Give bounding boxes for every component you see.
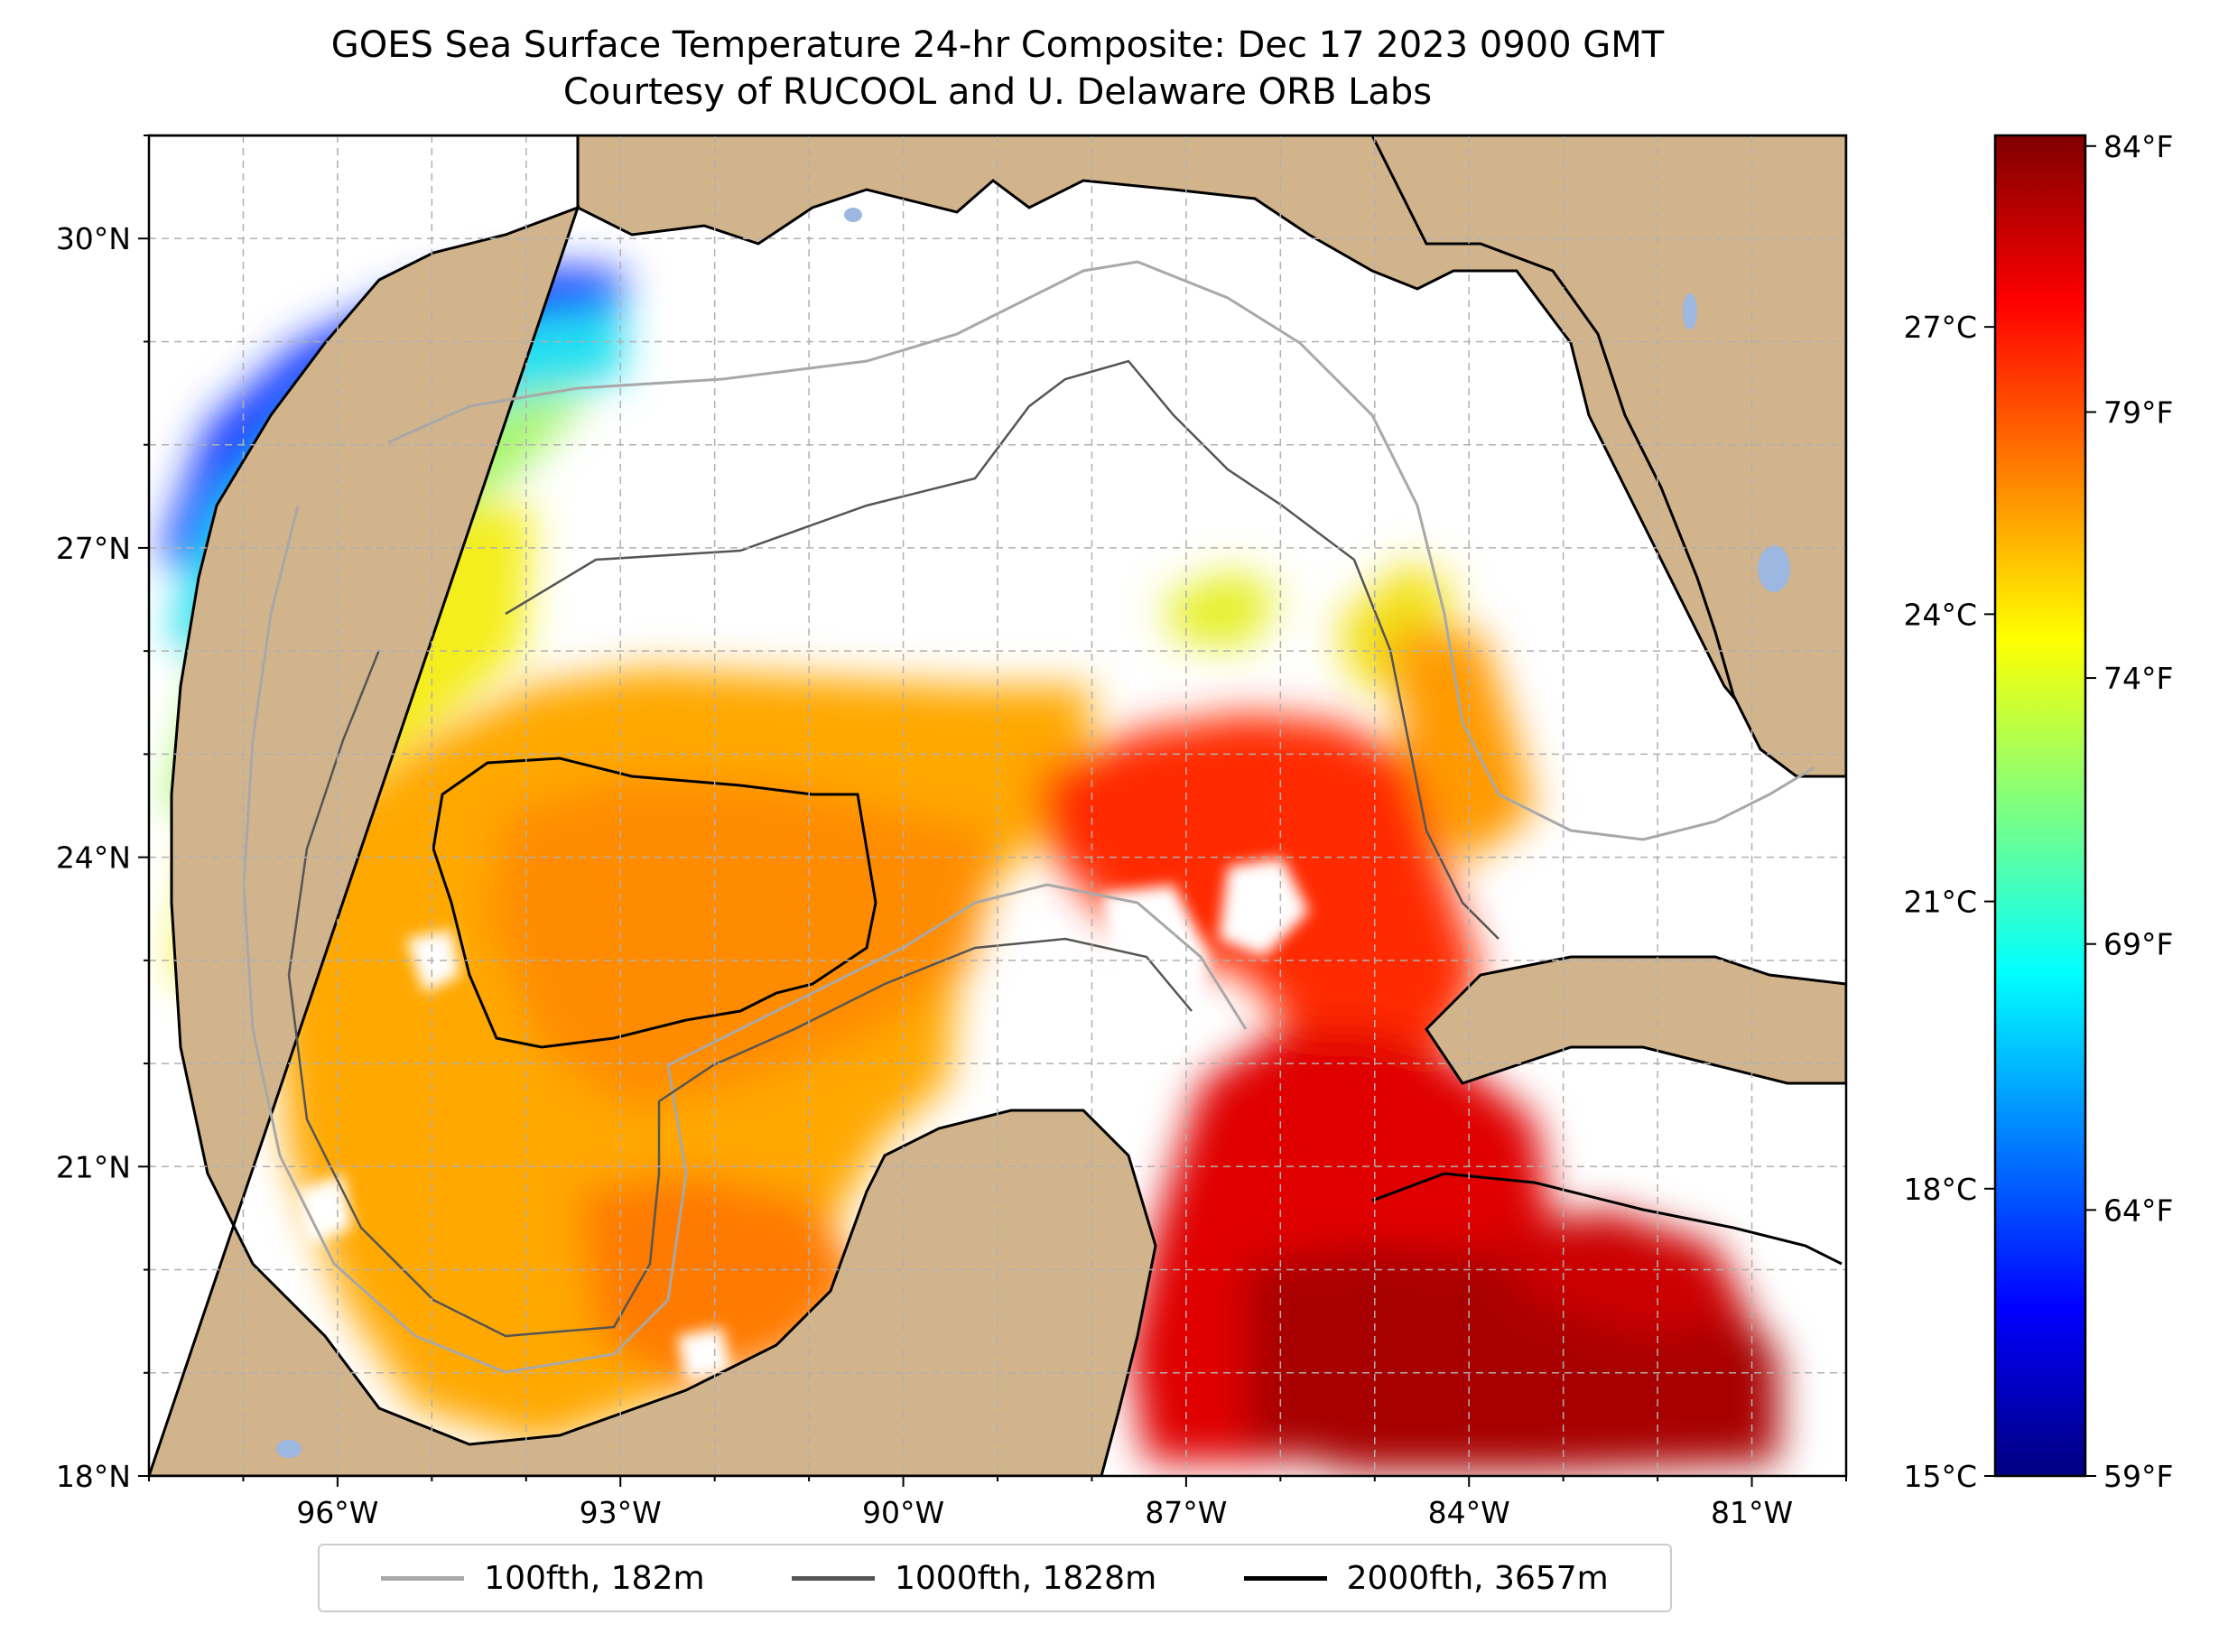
legend-item-100fth: 100fth, 182m xyxy=(381,1559,705,1597)
legend-label-100fth: 100fth, 182m xyxy=(484,1559,705,1597)
legend-swatch-100fth xyxy=(381,1575,465,1581)
sst-orange-east-shelf xyxy=(1390,632,1535,867)
legend-label-2000fth: 2000fth, 3657m xyxy=(1346,1559,1609,1597)
colorbar-celsius-label: 27°C xyxy=(1903,310,1977,345)
nodata-gap-2 xyxy=(1219,858,1309,957)
lon-tick-label: 96°W xyxy=(296,1495,378,1530)
legend-swatch-2000fth xyxy=(1243,1575,1327,1581)
lon-tick-label: 87°W xyxy=(1145,1495,1227,1530)
lat-tick-label: 21°N xyxy=(56,1149,131,1184)
colorbar-celsius-label: 18°C xyxy=(1903,1172,1977,1207)
lon-tick-label: 81°W xyxy=(1711,1495,1793,1530)
chart-subtitle: Courtesy of RUCOOL and U. Delaware ORB L… xyxy=(562,71,1433,113)
land-cuba xyxy=(1425,955,1846,1085)
lake-small-2 xyxy=(844,208,862,222)
legend-label-1000fth: 1000fth, 1828m xyxy=(894,1559,1157,1597)
lat-tick-label: 27°N xyxy=(56,531,131,566)
nodata-gap-4 xyxy=(677,1327,731,1381)
colorbar-celsius-label: 15°C xyxy=(1903,1459,1977,1494)
lat-tick-label: 18°N xyxy=(56,1459,131,1494)
legend-item-1000fth: 1000fth, 1828m xyxy=(791,1559,1157,1597)
contour-100fth xyxy=(242,260,1815,1374)
lon-tick-label: 93°W xyxy=(580,1495,662,1530)
nodata-gap-3 xyxy=(406,930,460,993)
lat-tick-label: 30°N xyxy=(56,221,131,256)
lon-tick-label: 90°W xyxy=(862,1495,944,1530)
colorbar-fahrenheit-axis: 84°F 79°F 74°F 69°F 64°F 59°F xyxy=(2085,129,2173,1494)
sst-orange-deep xyxy=(487,776,993,1110)
land-florida-peninsula xyxy=(1370,135,1846,778)
colorbar-celsius-label: 24°C xyxy=(1903,597,1977,632)
colorbar-fahrenheit-label: 74°F xyxy=(2103,661,2173,696)
contour-2000fth xyxy=(432,756,1843,1266)
nodata-gap-1 xyxy=(1101,885,1210,1047)
lakes xyxy=(276,208,1790,1458)
colorbar-fahrenheit-label: 64°F xyxy=(2103,1193,2173,1228)
lake-okeechobee xyxy=(1758,545,1790,592)
lake-small-3 xyxy=(276,1440,302,1458)
longitude-axis: 96°W 93°W 90°W 87°W 84°W 81°W xyxy=(148,1476,1847,1530)
land xyxy=(149,135,1846,1476)
lake-small-1 xyxy=(1683,293,1697,329)
chart-title: GOES Sea Surface Temperature 24-hr Compo… xyxy=(330,24,1665,66)
colorbar-fahrenheit-label: 69°F xyxy=(2103,927,2173,962)
sst-red-caribbean-east xyxy=(1481,1210,1751,1336)
colorbar-fahrenheit-label: 84°F xyxy=(2103,129,2173,164)
sst-yellow-east-patch xyxy=(1165,569,1282,650)
gridlines xyxy=(149,135,1846,1476)
lat-tick-label: 24°N xyxy=(56,840,131,876)
nodata-gap-5 xyxy=(298,1174,352,1246)
legend-item-2000fth: 2000fth, 3657m xyxy=(1243,1559,1609,1597)
colorbar-fahrenheit-label: 79°F xyxy=(2103,394,2173,430)
colorbar-celsius-axis: 27°C 24°C 21°C 18°C 15°C xyxy=(1903,310,1995,1494)
colorbar xyxy=(1993,134,2087,1478)
contour-1000fth xyxy=(287,359,1499,1338)
legend-swatch-1000fth xyxy=(791,1575,875,1581)
colorbar-celsius-label: 21°C xyxy=(1903,885,1977,920)
lon-tick-label: 84°W xyxy=(1428,1495,1510,1530)
bathymetry-contours xyxy=(242,260,1843,1374)
map-area xyxy=(149,135,1846,1476)
latitude-axis: 30°N 27°N 24°N 21°N 18°N xyxy=(56,135,149,1494)
legend: 100fth, 182m 1000fth, 1828m 2000fth, 365… xyxy=(318,1544,1672,1612)
colorbar-fahrenheit-label: 59°F xyxy=(2103,1459,2173,1494)
